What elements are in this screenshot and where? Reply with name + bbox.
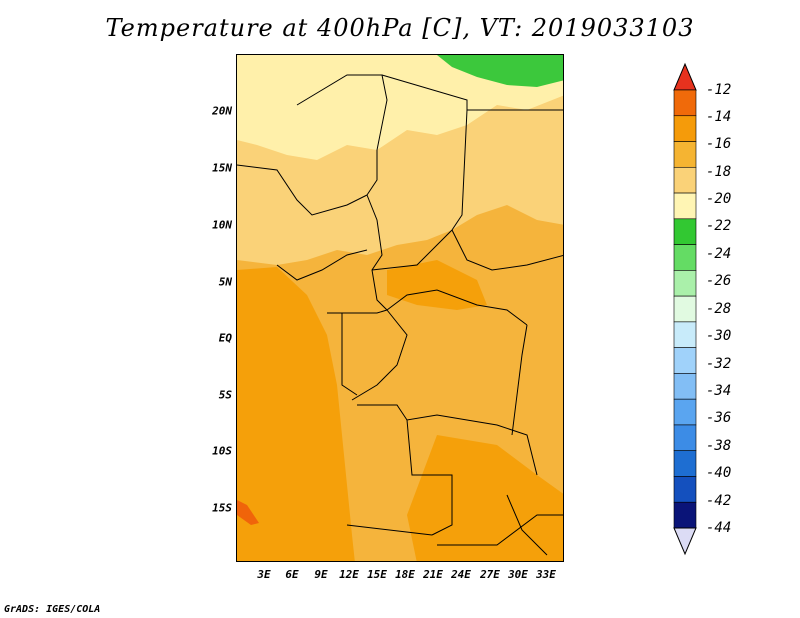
lon-label: 15E xyxy=(367,568,387,581)
legend-label: -18 xyxy=(706,164,732,180)
legend-label: -12 xyxy=(706,82,732,98)
colorbar-bottom-triangle xyxy=(673,527,697,556)
colorbar-cell xyxy=(673,244,697,271)
lon-label: 18E xyxy=(395,568,415,581)
field-14-16-west xyxy=(237,267,355,561)
legend-label: -28 xyxy=(706,301,732,317)
legend-label: -34 xyxy=(706,383,732,399)
footer-credit: GrADS: IGES/COLA xyxy=(4,604,101,615)
legend-label: -44 xyxy=(706,520,732,536)
country-borders xyxy=(237,74,563,556)
colorbar-cell xyxy=(673,373,697,400)
lat-label: 15S xyxy=(212,501,232,515)
colorbar-cell xyxy=(673,115,697,142)
colorbar-cell xyxy=(673,166,697,194)
lon-label: 33E xyxy=(536,568,556,581)
lat-label: 15N xyxy=(212,161,232,175)
field-20-22-north xyxy=(237,55,563,160)
colorbar-cells xyxy=(673,89,697,529)
colorbar-cell xyxy=(673,476,697,503)
colorbar-top-triangle xyxy=(673,62,697,91)
lon-label: 6E xyxy=(285,568,299,581)
colorbar-cell xyxy=(673,89,697,117)
legend-label: -30 xyxy=(706,328,732,344)
colorbar-cell xyxy=(673,398,697,426)
lon-label: 21E xyxy=(423,568,443,581)
legend-label: -16 xyxy=(706,136,732,152)
colorbar-cell xyxy=(673,141,697,168)
legend-label: -40 xyxy=(706,465,732,481)
field-14-16-south xyxy=(407,435,563,561)
legend-label: -24 xyxy=(706,246,732,262)
lat-label: 5N xyxy=(218,275,232,289)
lon-label: 9E xyxy=(314,568,328,581)
lon-label: 12E xyxy=(339,568,359,581)
colorbar-cell xyxy=(673,321,697,348)
map-area xyxy=(236,54,564,562)
lat-label: 5S xyxy=(218,388,232,402)
lon-label: 27E xyxy=(480,568,500,581)
lon-label: 30E xyxy=(508,568,528,581)
field-14-16-central xyxy=(387,260,487,310)
legend-label: -32 xyxy=(706,356,732,372)
lon-label: 3E xyxy=(257,568,271,581)
legend-label: -36 xyxy=(706,410,732,426)
legend-label: -20 xyxy=(706,191,732,207)
colorbar-cell xyxy=(673,501,697,529)
colorbar xyxy=(673,62,697,556)
chart-title: Temperature at 400hPa [C], VT: 201903310… xyxy=(105,14,695,42)
colorbar-cell xyxy=(673,450,697,477)
colorbar-cell xyxy=(673,270,697,297)
lat-label: EQ xyxy=(218,331,232,345)
lat-label: 20N xyxy=(212,104,232,118)
lat-label: 10S xyxy=(212,444,232,458)
field-12-14-spot xyxy=(237,500,259,525)
colorbar-cell xyxy=(673,347,697,374)
colorbar-cell xyxy=(673,424,697,452)
lat-label: 10N xyxy=(212,218,232,232)
field-22-24 xyxy=(437,55,563,87)
legend-label: -38 xyxy=(706,438,732,454)
legend-label: -14 xyxy=(706,109,732,125)
colorbar-cell xyxy=(673,218,697,245)
legend-label: -42 xyxy=(706,493,732,509)
legend-label: -22 xyxy=(706,218,732,234)
colorbar-cell xyxy=(673,295,697,323)
colorbar-cell xyxy=(673,192,697,220)
lon-label: 24E xyxy=(451,568,471,581)
temperature-map xyxy=(237,55,563,561)
legend-label: -26 xyxy=(706,273,732,289)
